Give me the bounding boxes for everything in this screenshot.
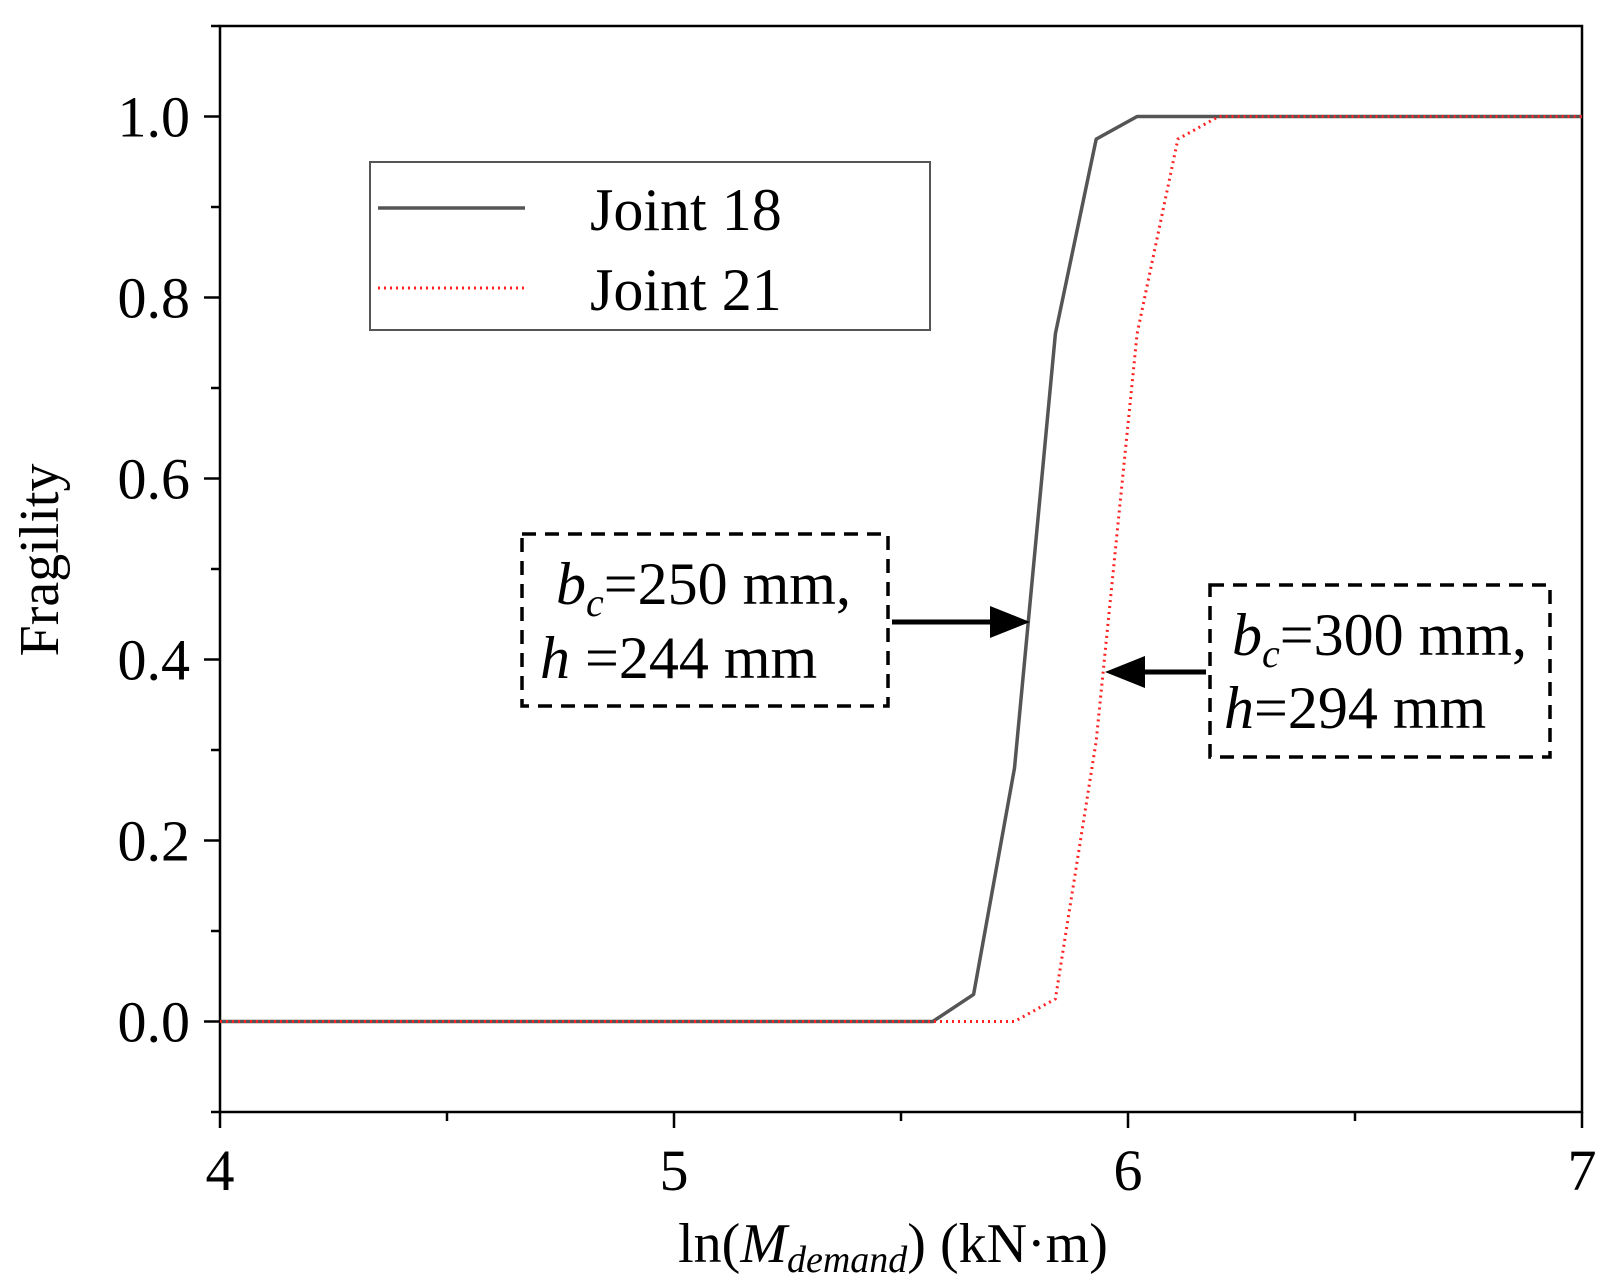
y-tick-label: 0.8 bbox=[118, 266, 191, 331]
annotation-2-line-2: h=294 mm bbox=[1224, 675, 1486, 741]
series-layer bbox=[220, 114, 1582, 1024]
annotation-joint-21: bc=300 mm, h=294 mm bbox=[1105, 583, 1552, 759]
y-tick-label: 0.0 bbox=[118, 990, 191, 1055]
annotation-box-1 bbox=[520, 532, 890, 708]
annotation-joint-18: bc=250 mm, h =244 mm bbox=[520, 532, 1030, 708]
annotation-1-line-1: bc=250 mm, bbox=[556, 551, 851, 625]
axis-tick-labels: 4 5 6 7 0.0 0.2 0.4 0.6 0.8 1.0 bbox=[118, 85, 1597, 1204]
legend-label-joint-18: Joint 18 bbox=[590, 177, 782, 243]
legend-label-joint-21: Joint 21 bbox=[590, 257, 782, 323]
y-tick-label: 0.6 bbox=[118, 447, 191, 512]
x-tick-label: 4 bbox=[206, 1138, 235, 1203]
legend-box bbox=[369, 161, 931, 331]
y-tick-label: 1.0 bbox=[118, 85, 191, 150]
x-tick-label: 7 bbox=[1568, 1138, 1597, 1203]
annotation-arrowhead-1 bbox=[990, 606, 1030, 638]
x-tick-label: 6 bbox=[1114, 1138, 1143, 1203]
x-axis-title-var: M bbox=[739, 1213, 790, 1275]
legend: Joint 18 Joint 21 bbox=[369, 161, 931, 331]
x-tick-label: 5 bbox=[660, 1138, 689, 1203]
annotation-1-line-2: h =244 mm bbox=[540, 625, 817, 691]
annotation-arrowhead-2 bbox=[1105, 656, 1145, 688]
x-axis-title-sub: demand bbox=[787, 1239, 908, 1279]
x-axis-title: ln(Mdemand) (kN·m) bbox=[678, 1213, 1108, 1279]
x-axis-title-prefix: ln( bbox=[678, 1213, 740, 1275]
axis-ticks bbox=[204, 24, 1584, 1128]
y-axis-title: Fragility bbox=[9, 464, 71, 657]
annotation-box-2 bbox=[1208, 583, 1552, 759]
x-axis-title-suffix: ) (kN·m) bbox=[907, 1213, 1108, 1275]
y-tick-label: 0.2 bbox=[118, 809, 191, 874]
annotation-2-line-1: bc=300 mm, bbox=[1232, 602, 1527, 676]
y-tick-label: 0.4 bbox=[118, 628, 191, 693]
series-line-joint-18 bbox=[220, 114, 1582, 1024]
